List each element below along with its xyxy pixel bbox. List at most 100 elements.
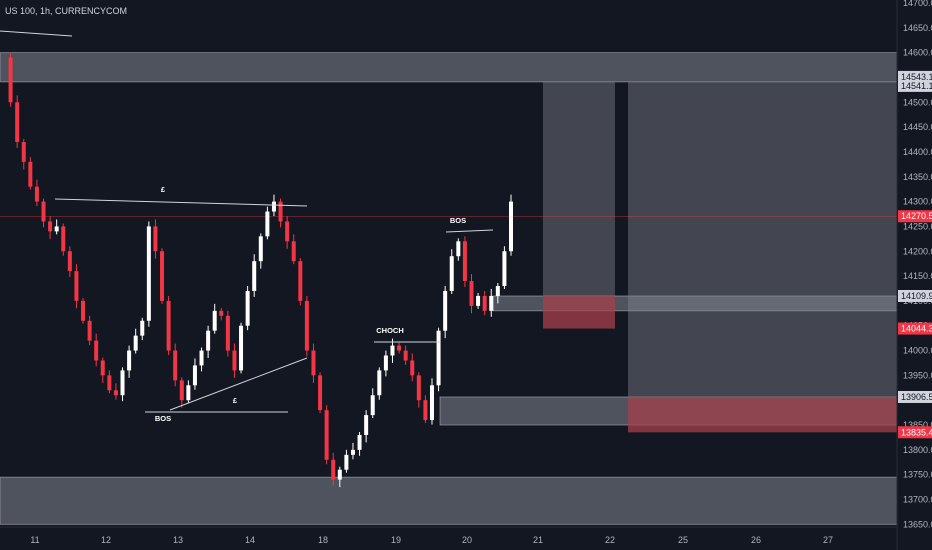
candle-body (140, 320, 145, 336)
candle-body (350, 449, 355, 455)
boxes-layer (543, 81, 897, 433)
time-tick-label: 12 (101, 535, 111, 545)
price-tick-label: 13850.0 (903, 420, 932, 430)
candle-body (133, 335, 138, 351)
candle-body (113, 390, 118, 396)
candle-body (67, 251, 72, 272)
time-axis[interactable]: 11 12 13 14 18 19 20 21 22 25 26 27 (30, 535, 833, 545)
candle-body (265, 211, 270, 237)
price-badge (898, 79, 932, 92)
projection-box-highlight (543, 295, 615, 329)
annotation-label: BOS (450, 216, 466, 225)
annotations-layer: £ £ BOS BOS CHOCH (0, 30, 494, 423)
candle-body (192, 365, 197, 386)
trend-line[interactable] (54, 198, 308, 207)
candle-body (245, 290, 250, 326)
candle-body (94, 340, 99, 361)
candle-body (331, 459, 336, 480)
candle-body (212, 310, 217, 331)
candle-body (21, 142, 26, 162)
candle-body (482, 295, 487, 311)
time-tick-label: 27 (823, 535, 833, 545)
candle-body (337, 469, 342, 480)
price-tick-label: 14350.0 (903, 172, 932, 182)
candle-body (377, 370, 382, 396)
candle-body (495, 286, 500, 296)
candle-body (318, 375, 323, 411)
zone-band (0, 52, 898, 83)
candle-body (403, 350, 408, 361)
price-tick-label: 14250.0 (903, 221, 932, 231)
candle-body (258, 236, 263, 262)
candle-body (186, 385, 191, 401)
candle-body (81, 300, 86, 321)
price-badge-label: 14270.5 (901, 211, 932, 221)
candle-body (364, 415, 369, 435)
price-tick-label: 14700.0 (903, 0, 932, 8)
price-badge-label: 14543.1 (901, 72, 932, 82)
candle-body (153, 226, 158, 252)
candle-body (54, 226, 59, 232)
time-tick-label: 18 (318, 535, 328, 545)
candle-body (423, 400, 428, 421)
candle-body (252, 261, 257, 291)
candle-body (232, 350, 237, 371)
time-tick-label: 25 (678, 535, 688, 545)
trend-line[interactable] (445, 229, 494, 233)
price-badge-label: 13835.4 (901, 427, 932, 437)
candle-body (489, 295, 494, 311)
candle-body (449, 256, 454, 291)
candle-body (271, 201, 276, 212)
candle-body (41, 201, 46, 222)
candle-body (160, 251, 165, 301)
candle-body (443, 290, 448, 331)
projection-box-highlight (628, 396, 897, 433)
trend-line[interactable] (169, 357, 308, 411)
candle-body (410, 360, 415, 376)
price-badge-label: 14541.1 (901, 81, 932, 91)
price-tick-label: 13950.0 (903, 370, 932, 380)
price-badge (898, 289, 932, 302)
candle-body (285, 221, 290, 242)
candle-body (502, 251, 507, 287)
candle-body (87, 320, 92, 341)
time-tick-label: 14 (245, 535, 255, 545)
candle-body (429, 385, 434, 421)
candle-body (304, 300, 309, 351)
candle-body (107, 375, 112, 391)
candle-body (357, 434, 362, 450)
candle-body (48, 221, 53, 232)
time-tick-label: 21 (533, 535, 543, 545)
price-badge (898, 210, 932, 223)
candle-body (166, 300, 171, 351)
price-tick-label: 14450.0 (903, 122, 932, 132)
price-tick-label: 14000.0 (903, 346, 932, 356)
time-tick-label: 11 (30, 535, 39, 545)
price-badge-label: 14044.3 (901, 324, 932, 334)
candle-body (179, 380, 184, 401)
candle-body (291, 241, 296, 262)
projection-box (543, 81, 615, 329)
price-badge (898, 390, 932, 403)
candle-body (383, 355, 388, 371)
candle-body (206, 330, 211, 351)
price-tick-label: 14150.0 (903, 271, 932, 281)
price-tick-label: 14650.0 (903, 23, 932, 33)
price-badge (898, 426, 932, 439)
trend-line[interactable] (0, 30, 73, 37)
zone-band (0, 476, 898, 525)
projection-box (628, 81, 897, 433)
annotation-label: BOS (155, 414, 171, 423)
price-badge-label: 14109.9 (901, 291, 932, 301)
price-tick-label: 13650.0 (903, 519, 932, 529)
time-tick-label: 19 (391, 535, 401, 545)
price-badge (898, 322, 932, 335)
candle-body (8, 57, 13, 103)
candle-body (173, 350, 178, 381)
candle-body (239, 325, 244, 371)
price-tick-label: 14500.0 (903, 97, 932, 107)
candle-body (120, 370, 125, 396)
candle-body (127, 350, 132, 371)
